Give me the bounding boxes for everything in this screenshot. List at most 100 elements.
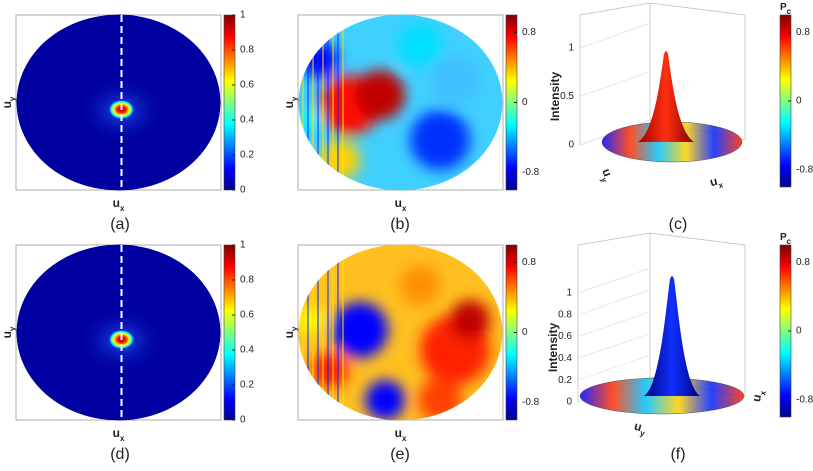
colorbar-tick-label: 0.8 [796,257,810,268]
map-blob [400,265,440,305]
x-axis-label-sub: x [120,434,125,443]
x-axis-label-sub: x [402,434,407,443]
colorbar-tick-label: 0 [796,96,802,107]
panel-label: (c) [669,216,688,233]
colorbar-title-main: P [780,232,787,243]
x-axis-label-main: u [708,174,719,189]
y-axis-label: uy [282,326,298,338]
z-grid-line [579,71,651,97]
panel-label: (d) [110,446,130,463]
map-blob [365,380,405,420]
x-axis-label: ux [113,196,125,212]
surface-peak [644,276,700,396]
z-grid-line [577,333,651,359]
z-grid-line [577,354,651,381]
colorbar-tick-label: 0.6 [240,80,254,91]
colorbar-tick-label: -0.8 [522,167,540,178]
x-axis-label: ux [113,426,125,442]
x-axis-label-sub: x [717,180,724,190]
colorbar [223,14,236,191]
colorbar-tick-label: 1 [240,10,246,21]
z-tick-label: 0 [568,140,574,151]
y-axis-label: uy [0,326,16,338]
x-axis-label: ux [395,426,407,442]
x-axis-label-main: u [395,196,402,210]
z-axis-label: Intensity [546,323,560,373]
map-blob [450,300,490,340]
x-axis-label-main: u [113,196,120,210]
z-tick-label: 0.8 [558,309,572,320]
y-axis-label-sub: y [639,428,646,438]
x-axis-label-sub: x [758,390,768,396]
z-grid-line [577,267,651,294]
x-axis-label-main: u [395,426,402,440]
surface-peak [638,51,694,142]
colorbar-tick-label: 0.2 [240,380,254,391]
x-axis-label: ux [395,196,407,212]
colorbar-tick-label: 0.4 [240,345,254,356]
panel-label: (e) [390,446,410,463]
map-blob [410,110,470,170]
x-axis-label-main: u [113,426,120,440]
colorbar-tick-label: 0.2 [240,150,254,161]
z-grid-line [579,22,651,49]
colorbar-title-main: P [780,2,787,13]
y-axis-label-sub: y [290,326,299,331]
x-axis-label-sub: x [120,204,125,213]
colorbar-tick-label: 0 [796,326,802,337]
colorbar-tick-label: 0 [240,415,246,426]
colorbar-tick-label: 0.6 [240,310,254,321]
colorbar-tick-label: 0.8 [240,45,254,56]
colorbar-title: Pc [780,2,792,16]
map [298,244,503,421]
panel-label: (b) [390,216,410,233]
colorbar-tick-label: 0 [522,327,528,338]
map-blobs [298,265,490,421]
colorbar-tick-label: 0 [240,185,246,196]
y-axis-label: uy [282,96,298,108]
y-axis-label-sub: y [290,96,299,101]
colorbar-tick-label: 0 [522,97,528,108]
map-blob [355,70,405,120]
axis-box [649,232,746,246]
y-axis-label: uy [632,419,648,438]
y-axis-label-main: u [633,419,644,434]
colorbar-tick-label: -0.8 [796,394,813,405]
axis-box [649,2,746,16]
z-tick-label: 1 [566,288,572,299]
colorbar [223,244,236,421]
colorbar-title: Pc [780,232,792,246]
map [298,14,503,191]
y-axis-label-main: u [0,101,14,108]
colorbar-tick-label: -0.8 [796,164,813,175]
colorbar-tick-label: 1 [240,240,246,251]
x-axis-label: ux [749,388,767,403]
y-axis-label-main: u [599,167,615,179]
y-axis-label-main: u [282,101,296,108]
y-axis-label-sub: y [8,96,17,101]
colorbar-tick-label: 0.4 [240,115,254,126]
z-grid-line [577,311,651,337]
x-axis-label: ux [708,173,724,192]
y-axis-label-sub: y [599,176,609,184]
z-grid-line [577,289,651,316]
z-axis-label: Intensity [548,72,562,122]
colorbar-tick-label: -0.8 [522,397,540,408]
colorbar-tick-label: 0.8 [240,275,254,286]
colorbar-tick-label: 0.8 [522,27,536,38]
colorbar-tick-label: 0.8 [522,257,536,268]
z-tick-label: 0.6 [558,331,572,342]
x-axis-label-main: u [749,393,764,403]
map-blob [430,55,480,105]
axis-box [579,2,651,16]
y-axis-label: uy [597,167,617,184]
z-tick-label: 0.5 [560,91,574,102]
z-tick-label: 0 [566,397,572,408]
z-tick-label: 1 [568,43,574,54]
map [16,244,221,421]
z-tick-label: 0.2 [558,375,572,386]
panel-label: (f) [670,446,685,463]
colorbar-tick-label: 0.8 [796,27,810,38]
y-axis-label: uy [0,96,16,108]
